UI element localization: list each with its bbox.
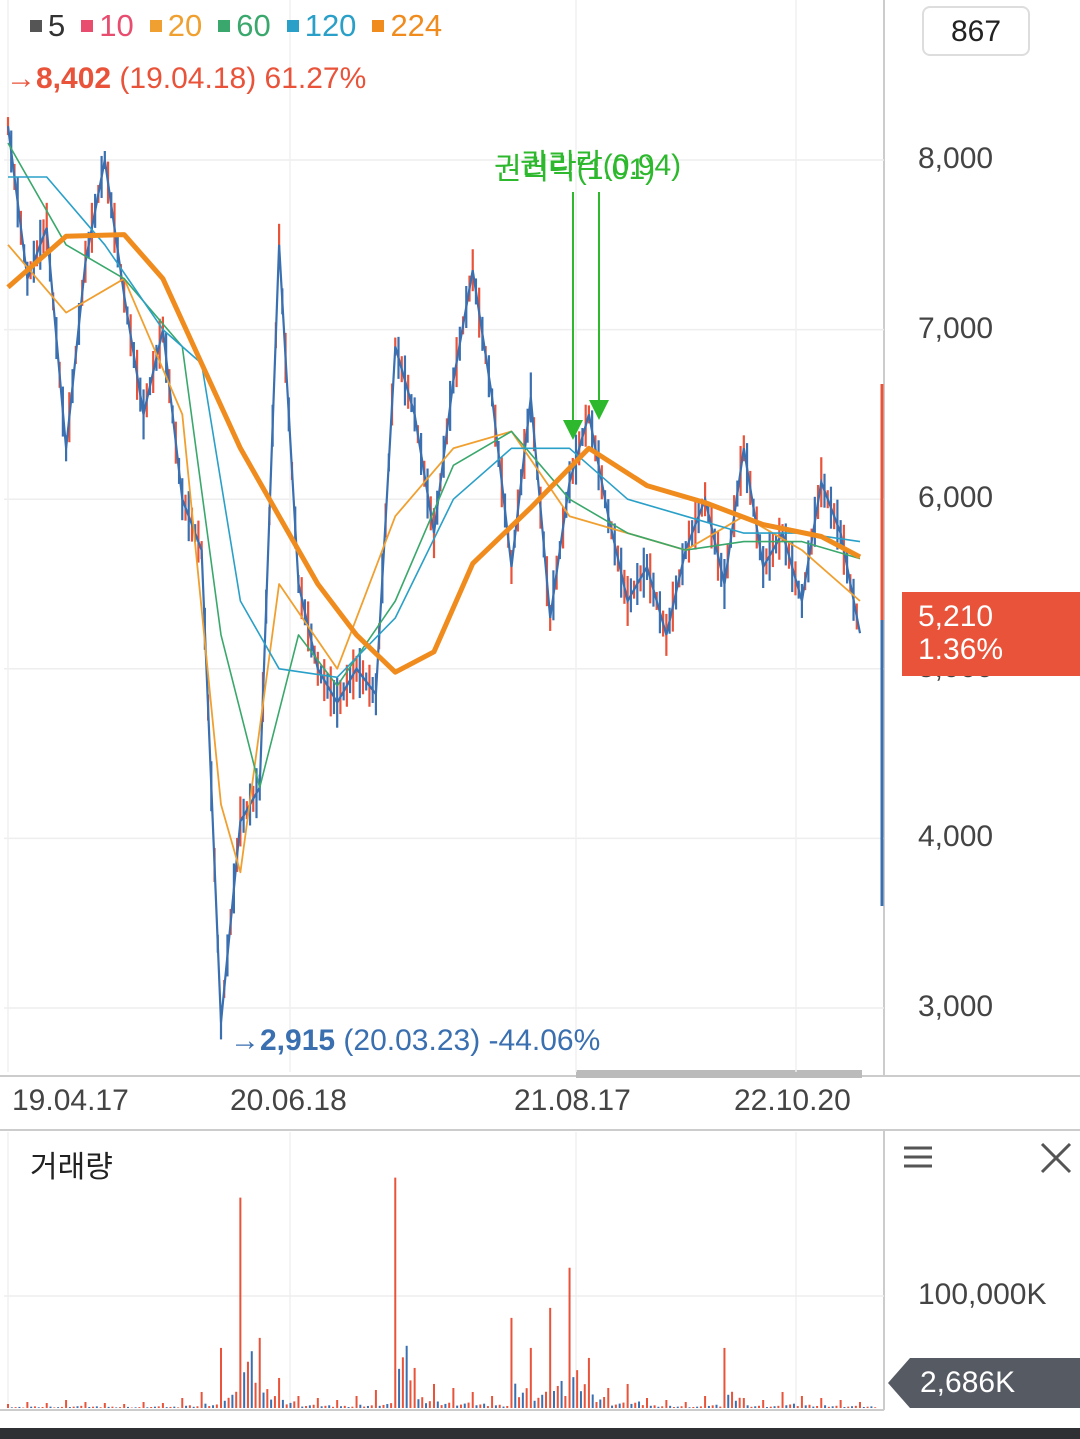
legend-item-20[interactable]: 20 bbox=[149, 8, 203, 44]
period-low-label: →2,915 (20.03.23) -44.06% bbox=[230, 1024, 600, 1058]
candle-count-box[interactable]: 867 bbox=[922, 6, 1030, 56]
current-price-change: 1.36% bbox=[918, 633, 1004, 666]
high-arrow-icon: → bbox=[6, 62, 36, 95]
y-tick-label: 7,000 bbox=[918, 311, 994, 345]
event-arrow-icon bbox=[589, 400, 609, 420]
legend-label: 5 bbox=[48, 8, 66, 43]
legend-item-5[interactable]: 5 bbox=[30, 8, 65, 44]
ma-line-20 bbox=[7, 244, 861, 874]
legend-label: 10 bbox=[99, 8, 134, 43]
legend-label: 20 bbox=[167, 8, 203, 43]
bottom-bar bbox=[0, 1428, 1080, 1439]
volume-tick-label: 100,000K bbox=[918, 1278, 1047, 1311]
low-date: (20.03.23) bbox=[343, 1024, 481, 1057]
ma-line-60 bbox=[7, 142, 861, 789]
legend-swatch bbox=[149, 20, 162, 32]
low-arrow-icon: → bbox=[230, 1024, 260, 1057]
y-tick-label: 4,000 bbox=[918, 820, 994, 854]
high-pct: 61.27% bbox=[264, 62, 367, 95]
price-line bbox=[6, 125, 862, 1023]
high-value: 8,402 bbox=[36, 62, 112, 95]
legend-swatch bbox=[372, 20, 385, 32]
legend-label: 60 bbox=[236, 8, 271, 43]
legend-item-224[interactable]: 224 bbox=[372, 8, 442, 44]
ma-line-120 bbox=[8, 176, 861, 679]
legend-swatch bbox=[81, 20, 94, 32]
ma-line-224 bbox=[6, 232, 862, 675]
event-arrow-icon bbox=[563, 420, 583, 440]
legend-swatch bbox=[286, 20, 299, 32]
legend-item-120[interactable]: 120 bbox=[286, 8, 357, 44]
ma-legend: 5 10 20 60 120 224 bbox=[30, 8, 442, 44]
menu-icon[interactable] bbox=[896, 1136, 940, 1180]
close-icon[interactable] bbox=[1034, 1136, 1078, 1180]
current-price-value: 5,210 bbox=[918, 600, 994, 633]
high-date: (19.04.18) bbox=[119, 62, 257, 95]
x-tick-label: 21.08.17 bbox=[514, 1084, 631, 1117]
legend-item-10[interactable]: 10 bbox=[81, 8, 134, 44]
low-pct: -44.06% bbox=[488, 1024, 601, 1057]
scroll-thumb bbox=[576, 1070, 862, 1078]
x-tick-label: 22.10.20 bbox=[734, 1084, 851, 1117]
y-tick-label: 8,000 bbox=[918, 142, 994, 175]
x-tick-label: 19.04.17 bbox=[12, 1084, 129, 1117]
volume-panel-title: 거래량 bbox=[30, 1151, 113, 1184]
legend-label: 120 bbox=[304, 8, 357, 43]
current-volume-badge: 2,686K bbox=[888, 1358, 1080, 1408]
low-value: 2,915 bbox=[260, 1024, 336, 1057]
legend-item-60[interactable]: 60 bbox=[218, 8, 271, 44]
x-tick-label: 20.06.18 bbox=[230, 1084, 347, 1117]
y-tick-label: 6,000 bbox=[918, 481, 994, 515]
legend-label: 224 bbox=[390, 8, 443, 43]
event-label-2: 권리락(0.94) bbox=[520, 149, 682, 182]
legend-swatch bbox=[30, 20, 42, 32]
current-price-badge: 5,210 1.36% bbox=[902, 592, 1080, 676]
legend-swatch bbox=[218, 20, 231, 32]
y-tick-label: 3,000 bbox=[918, 990, 994, 1023]
event-label-1: 권리락(1.01) bbox=[494, 153, 656, 186]
period-high-label: →8,402 (19.04.18) 61.27% bbox=[6, 62, 366, 96]
